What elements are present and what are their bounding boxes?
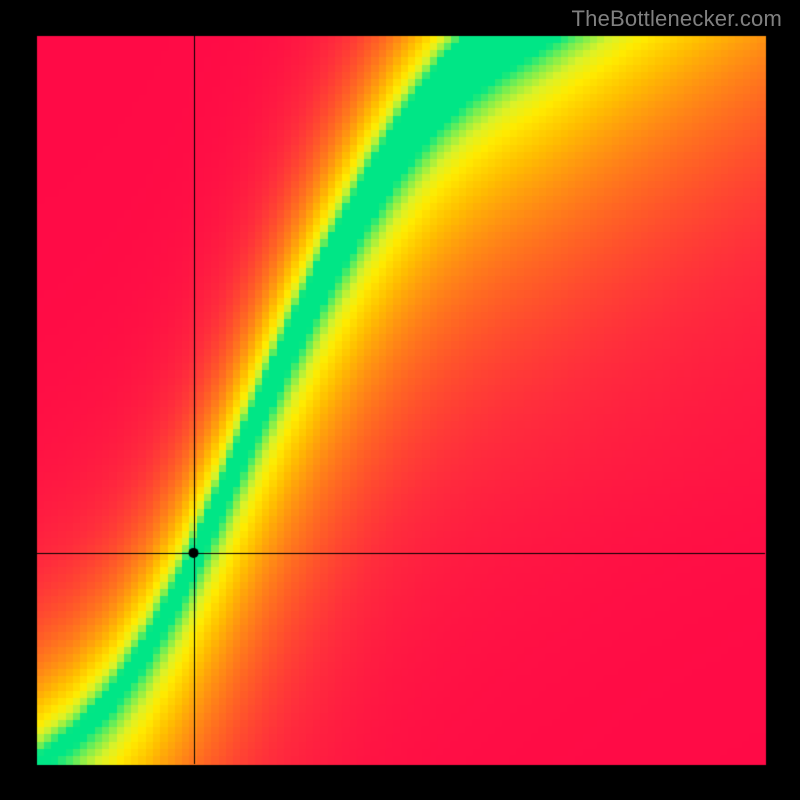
- heatmap-canvas: [0, 0, 800, 800]
- chart-container: TheBottlenecker.com: [0, 0, 800, 800]
- watermark-text: TheBottlenecker.com: [572, 6, 782, 32]
